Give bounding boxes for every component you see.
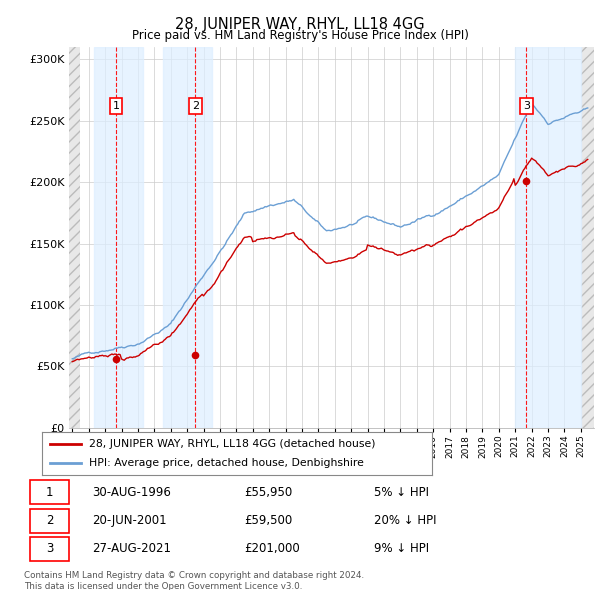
28, JUNIPER WAY, RHYL, LL18 4GG (detached house) [68,358,76,365]
HPI: Average price, detached house, Denbighshire: (2.02e+03, 2.52e+05): Average price, detached house, Denbighsh… [561,114,568,122]
Text: 3: 3 [46,542,53,555]
Text: 28, JUNIPER WAY, RHYL, LL18 4GG (detached house): 28, JUNIPER WAY, RHYL, LL18 4GG (detache… [89,439,376,449]
Text: 1: 1 [46,486,53,499]
Text: This data is licensed under the Open Government Licence v3.0.: This data is licensed under the Open Gov… [24,582,302,590]
Text: Contains HM Land Registry data © Crown copyright and database right 2024.: Contains HM Land Registry data © Crown c… [24,571,364,580]
28, JUNIPER WAY, RHYL, LL18 4GG (detached house) [272,234,280,241]
FancyBboxPatch shape [29,480,69,504]
Text: 30-AUG-1996: 30-AUG-1996 [92,486,170,499]
HPI: Average price, detached house, Denbighshire: (2.01e+03, 1.82e+05): Average price, detached house, Denbighsh… [272,201,280,208]
Line: 28, JUNIPER WAY, RHYL, LL18 4GG (detached house): 28, JUNIPER WAY, RHYL, LL18 4GG (detache… [72,158,588,362]
Text: Price paid vs. HM Land Registry's House Price Index (HPI): Price paid vs. HM Land Registry's House … [131,30,469,42]
HPI: Average price, detached house, Denbighshire: (2.02e+03, 2.55e+05): Average price, detached house, Denbighsh… [566,111,574,118]
28, JUNIPER WAY, RHYL, LL18 4GG (detached house) [85,353,92,360]
Text: £55,950: £55,950 [244,486,292,499]
Text: 20-JUN-2001: 20-JUN-2001 [92,514,166,527]
28, JUNIPER WAY, RHYL, LL18 4GG (detached house) [561,165,568,172]
Line: HPI: Average price, detached house, Denbighshire: HPI: Average price, detached house, Denb… [72,103,588,359]
Text: £201,000: £201,000 [244,542,300,555]
Text: £59,500: £59,500 [244,514,292,527]
Text: 27-AUG-2021: 27-AUG-2021 [92,542,170,555]
28, JUNIPER WAY, RHYL, LL18 4GG (detached house) [584,156,592,163]
Bar [94,47,143,428]
Text: 1: 1 [113,101,119,111]
Text: 20% ↓ HPI: 20% ↓ HPI [374,514,436,527]
Text: 9% ↓ HPI: 9% ↓ HPI [374,542,429,555]
28, JUNIPER WAY, RHYL, LL18 4GG (detached house) [566,163,574,170]
Text: HPI: Average price, detached house, Denbighshire: HPI: Average price, detached house, Denb… [89,458,364,468]
28, JUNIPER WAY, RHYL, LL18 4GG (detached house) [387,248,394,255]
Text: 2: 2 [46,514,53,527]
Text: 3: 3 [523,101,530,111]
Text: 28, JUNIPER WAY, RHYL, LL18 4GG: 28, JUNIPER WAY, RHYL, LL18 4GG [175,17,425,31]
Bar [69,47,80,428]
Bar [515,47,581,428]
FancyBboxPatch shape [29,509,69,533]
28, JUNIPER WAY, RHYL, LL18 4GG (detached house) [353,253,360,260]
Bar [163,47,212,428]
HPI: Average price, detached house, Denbighshire: (2.03e+03, 2.61e+05): Average price, detached house, Denbighsh… [584,104,592,112]
HPI: Average price, detached house, Denbighshire: (2.01e+03, 1.67e+05): Average price, detached house, Denbighsh… [353,219,360,227]
28, JUNIPER WAY, RHYL, LL18 4GG (detached house) [528,155,535,162]
Bar [581,47,600,428]
HPI: Average price, detached house, Denbighshire: (2e+03, 6.15e+04): Average price, detached house, Denbighsh… [85,349,92,356]
Text: 5% ↓ HPI: 5% ↓ HPI [374,486,428,499]
HPI: Average price, detached house, Denbighshire: (2.02e+03, 2.64e+05): Average price, detached house, Denbighsh… [528,100,535,107]
Text: 2: 2 [192,101,199,111]
HPI: Average price, detached house, Denbighshire: (1.99e+03, 5.62e+04): Average price, detached house, Denbighsh… [68,355,76,362]
FancyBboxPatch shape [29,537,69,561]
HPI: Average price, detached house, Denbighshire: (2.01e+03, 1.66e+05): Average price, detached house, Denbighsh… [387,221,394,228]
